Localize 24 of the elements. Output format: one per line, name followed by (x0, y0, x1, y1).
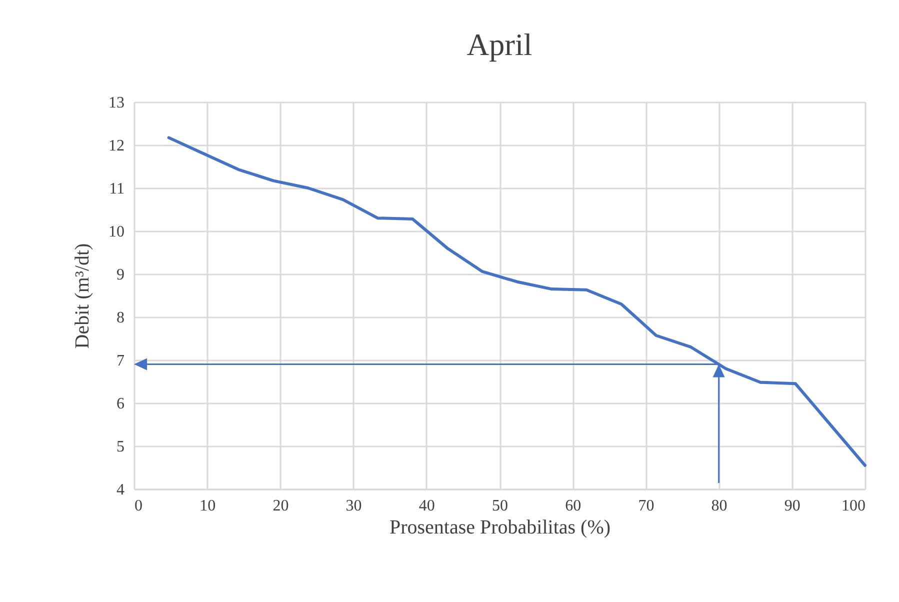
y-tick-label: 8 (116, 310, 124, 326)
x-tick-label: 40 (418, 498, 435, 514)
x-tick-label: 60 (565, 498, 582, 514)
y-tick-label: 7 (116, 352, 124, 370)
y-axis-title: Debit (m³/dt) (72, 243, 94, 349)
y-tick-label: 11 (109, 180, 124, 198)
y-tick-label: 12 (108, 138, 124, 154)
y-tick-label: 4 (116, 482, 124, 498)
y-tick-label: 9 (116, 266, 124, 284)
y-tick-label: 10 (108, 224, 124, 240)
x-tick-label: 20 (272, 498, 289, 514)
y-tick-label: 5 (116, 438, 124, 456)
x-tick-label: 50 (492, 498, 508, 514)
x-tick-label: 0 (134, 498, 142, 514)
x-tick-label: 30 (346, 498, 362, 514)
x-tick-label: 70 (638, 498, 654, 514)
x-tick-label: 80 (711, 498, 728, 514)
chart-title: April (466, 27, 532, 62)
x-tick-label: 90 (784, 498, 800, 514)
x-axis-title: Prosentase Probabilitas (%) (389, 516, 611, 538)
x-tick-label: 100 (842, 498, 866, 514)
x-tick-label: 10 (200, 498, 216, 514)
y-tick-label: 6 (116, 396, 124, 412)
y-tick-label: 13 (108, 94, 124, 112)
